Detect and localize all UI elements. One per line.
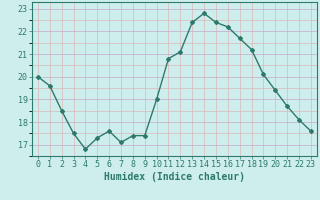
X-axis label: Humidex (Indice chaleur): Humidex (Indice chaleur) xyxy=(104,172,245,182)
